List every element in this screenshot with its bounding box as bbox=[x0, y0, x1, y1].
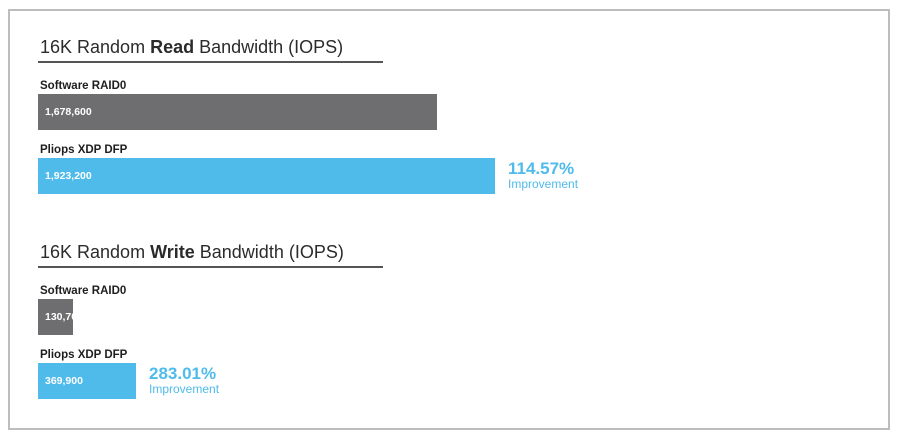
chart-frame bbox=[8, 9, 890, 430]
write-bandwidth-chart: 16K Random Write Bandwidth (IOPS) Softwa… bbox=[38, 241, 598, 406]
write-bar-raid-value: 130,700 bbox=[45, 311, 83, 323]
write-improvement-value: 283.01% bbox=[149, 364, 217, 383]
read-series-label-pliops: Pliops XDP DFP bbox=[40, 144, 128, 156]
read-bar-pliops: 1,923,200 bbox=[38, 158, 495, 194]
write-bar-pliops: 369,900 bbox=[38, 363, 136, 399]
read-bar-pliops-value: 1,923,200 bbox=[45, 170, 92, 182]
read-improvement-value: 114.57% bbox=[508, 159, 575, 178]
write-bar-raid: 130,700 bbox=[38, 299, 83, 335]
read-title-suffix: Bandwidth (IOPS) bbox=[194, 37, 344, 57]
read-improvement-label: Improvement bbox=[508, 177, 579, 191]
write-title-suffix: Bandwidth (IOPS) bbox=[194, 242, 344, 262]
read-chart-title: 16K Random Read Bandwidth (IOPS) bbox=[40, 36, 343, 58]
read-title-prefix: 16K Random bbox=[40, 37, 151, 57]
write-improvement: 283.01% Improvement bbox=[149, 365, 219, 396]
read-bar-raid: 1,678,600 bbox=[38, 94, 437, 130]
read-bar-raid-value: 1,678,600 bbox=[45, 106, 92, 118]
write-title-rule bbox=[38, 266, 383, 268]
read-bandwidth-chart: 16K Random Read Bandwidth (IOPS) Softwar… bbox=[38, 36, 598, 196]
read-series-label-raid: Software RAID0 bbox=[40, 80, 127, 92]
write-title-prefix: 16K Random bbox=[40, 242, 151, 262]
write-series-label-raid: Software RAID0 bbox=[40, 285, 127, 297]
read-title-emphasis: Read bbox=[150, 37, 195, 57]
write-series-label-pliops: Pliops XDP DFP bbox=[40, 349, 128, 361]
write-title-emphasis: Write bbox=[150, 242, 195, 262]
read-title-rule bbox=[38, 61, 383, 63]
write-improvement-label: Improvement bbox=[149, 382, 220, 396]
read-improvement: 114.57% Improvement bbox=[508, 160, 578, 191]
write-chart-title: 16K Random Write Bandwidth (IOPS) bbox=[40, 241, 344, 263]
write-bar-pliops-value: 369,900 bbox=[45, 375, 83, 387]
